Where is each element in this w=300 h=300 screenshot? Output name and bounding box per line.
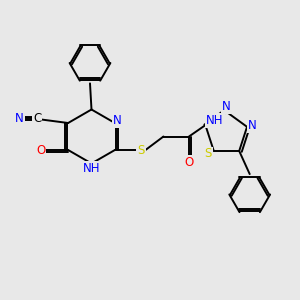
Text: N: N	[222, 100, 231, 113]
Text: NH: NH	[206, 114, 224, 127]
Text: O: O	[36, 143, 45, 157]
Text: S: S	[137, 143, 145, 157]
Text: C: C	[33, 112, 41, 125]
Text: N: N	[112, 114, 122, 128]
Text: N: N	[15, 112, 24, 125]
Text: N: N	[248, 119, 257, 132]
Text: O: O	[184, 155, 194, 169]
Text: S: S	[205, 148, 212, 160]
Text: NH: NH	[83, 161, 100, 175]
